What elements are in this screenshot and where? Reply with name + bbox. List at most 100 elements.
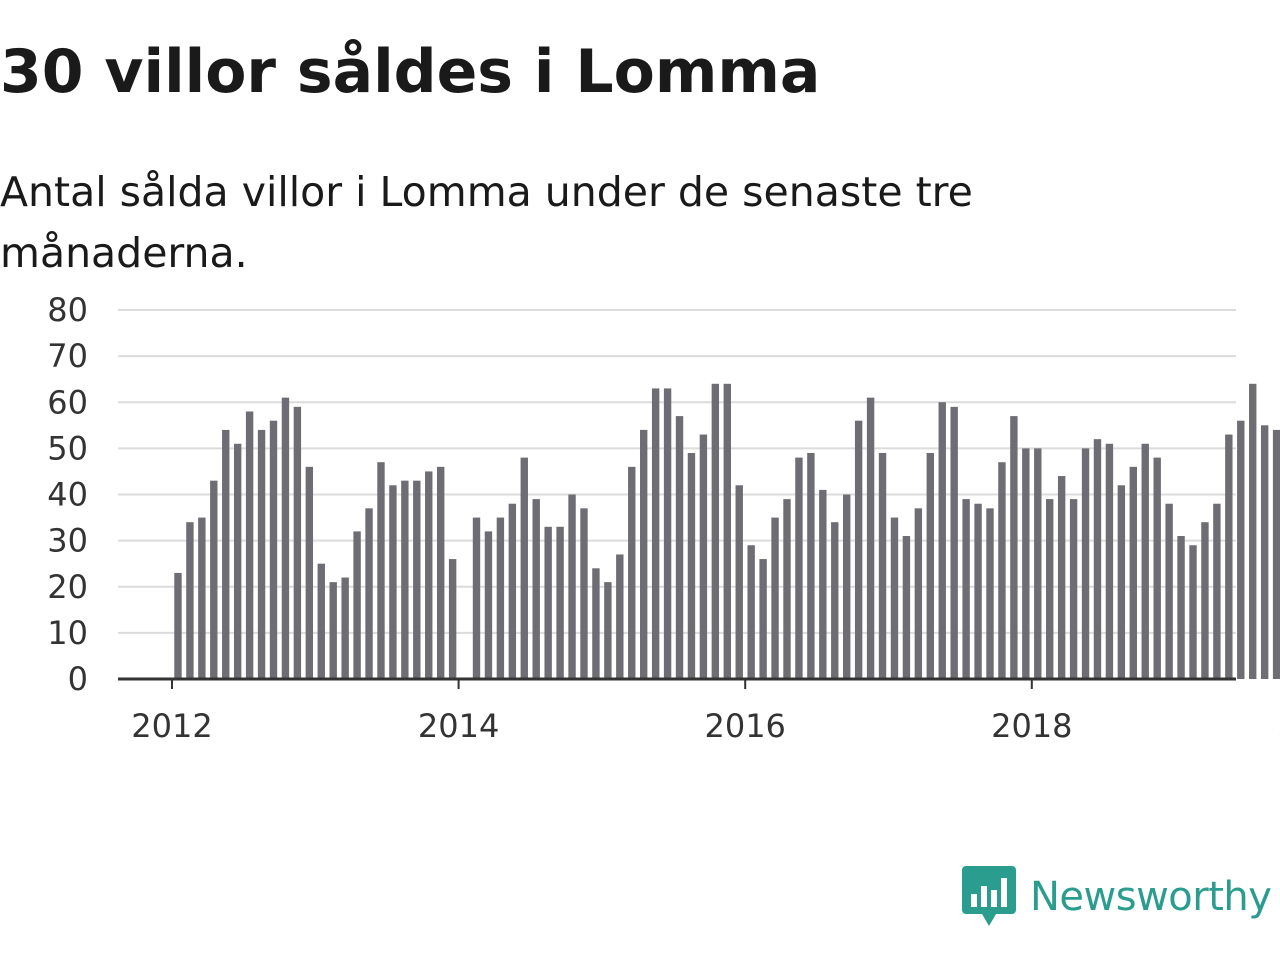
bar bbox=[639, 429, 648, 679]
bar bbox=[186, 522, 194, 679]
y-tick-label: 80 bbox=[47, 291, 88, 329]
x-tick-label: 2016 bbox=[704, 707, 785, 745]
bar bbox=[1237, 420, 1245, 679]
y-tick-label: 20 bbox=[47, 568, 88, 606]
y-axis-tick-labels: 0 10 20 30 40 50 60 70 80 bbox=[47, 291, 88, 698]
bar bbox=[675, 416, 684, 679]
bars bbox=[174, 383, 1280, 680]
bar bbox=[520, 457, 528, 679]
bar bbox=[831, 522, 839, 679]
bar bbox=[628, 466, 636, 679]
bar bbox=[926, 452, 934, 679]
bar bbox=[210, 480, 218, 679]
bar bbox=[174, 572, 182, 679]
bar bbox=[795, 457, 803, 679]
bar bbox=[747, 545, 755, 679]
bar bbox=[950, 406, 958, 679]
bar bbox=[651, 388, 660, 679]
bar bbox=[1069, 499, 1078, 679]
bar bbox=[233, 443, 242, 679]
bar bbox=[771, 517, 779, 679]
bar bbox=[604, 582, 612, 679]
y-tick-label: 0 bbox=[68, 660, 88, 698]
bar bbox=[329, 582, 337, 679]
bar bbox=[783, 499, 791, 679]
bar bbox=[592, 568, 600, 679]
newsworthy-logo[interactable]: Newsworthy bbox=[962, 862, 1272, 932]
bar bbox=[448, 559, 457, 679]
bar bbox=[568, 494, 576, 679]
bar bbox=[807, 452, 815, 679]
bar bbox=[436, 466, 445, 679]
bar bbox=[1213, 503, 1221, 679]
chart-subtitle: Antal sålda villor i Lomma under de sena… bbox=[0, 168, 973, 277]
bar bbox=[1129, 466, 1137, 679]
bar bbox=[1141, 443, 1149, 679]
bar bbox=[1081, 448, 1090, 680]
bar bbox=[974, 503, 982, 679]
bar bbox=[1034, 448, 1042, 680]
x-tick-label: 2020 bbox=[1278, 707, 1280, 745]
bar bbox=[1022, 448, 1030, 680]
y-tick-label: 50 bbox=[47, 429, 88, 467]
bar bbox=[1225, 434, 1233, 679]
bar bbox=[401, 480, 409, 679]
bar bbox=[496, 517, 505, 679]
bar bbox=[413, 480, 421, 679]
bar bbox=[365, 508, 373, 679]
bar bbox=[532, 499, 540, 679]
bar bbox=[472, 517, 481, 679]
bar bbox=[305, 466, 314, 679]
bar bbox=[1177, 536, 1185, 679]
chart-title: 30 villor såldes i Lomma bbox=[0, 37, 821, 107]
bar bbox=[1165, 503, 1173, 679]
bar bbox=[866, 397, 875, 679]
y-tick-label: 30 bbox=[47, 522, 88, 560]
bar bbox=[962, 499, 970, 679]
bar bbox=[1046, 499, 1054, 679]
bar bbox=[341, 577, 349, 679]
y-tick-label: 60 bbox=[47, 383, 88, 421]
bar bbox=[269, 420, 278, 679]
bar bbox=[1117, 485, 1126, 679]
bar bbox=[854, 420, 863, 679]
bar bbox=[245, 411, 254, 679]
y-tick-label: 70 bbox=[47, 337, 88, 375]
x-axis-ticks: 20122014201620182020202220242026 bbox=[131, 679, 1280, 745]
bar bbox=[317, 563, 325, 679]
bar bbox=[843, 494, 851, 679]
bar bbox=[663, 388, 672, 679]
bar bbox=[914, 508, 923, 679]
bar-chart-speech-bubble-icon bbox=[962, 866, 1016, 926]
bar bbox=[1189, 545, 1197, 679]
bar bbox=[938, 402, 946, 679]
bar bbox=[759, 559, 767, 679]
bar bbox=[198, 517, 206, 679]
bar bbox=[281, 397, 290, 679]
y-tick-label: 40 bbox=[47, 476, 88, 514]
bar bbox=[257, 429, 266, 679]
bar bbox=[819, 489, 827, 679]
bar bbox=[1010, 416, 1018, 679]
bar bbox=[1272, 429, 1280, 679]
x-tick-label: 2018 bbox=[991, 707, 1072, 745]
bar bbox=[222, 429, 230, 679]
bar bbox=[1153, 457, 1161, 679]
y-tick-label: 10 bbox=[47, 614, 88, 652]
bar bbox=[902, 536, 911, 679]
bar bbox=[687, 452, 696, 679]
bar bbox=[1057, 476, 1066, 679]
bar bbox=[556, 526, 564, 679]
bar bbox=[986, 508, 994, 679]
bar bbox=[878, 452, 887, 679]
bar bbox=[389, 485, 397, 679]
brand-name: Newsworthy bbox=[1030, 874, 1272, 920]
bar bbox=[425, 471, 433, 679]
bar bbox=[723, 383, 731, 679]
x-tick-label: 2012 bbox=[131, 707, 212, 745]
x-tick-label: 2014 bbox=[418, 707, 499, 745]
bar bbox=[1260, 425, 1269, 679]
bar bbox=[711, 383, 720, 679]
bar bbox=[1105, 443, 1114, 679]
